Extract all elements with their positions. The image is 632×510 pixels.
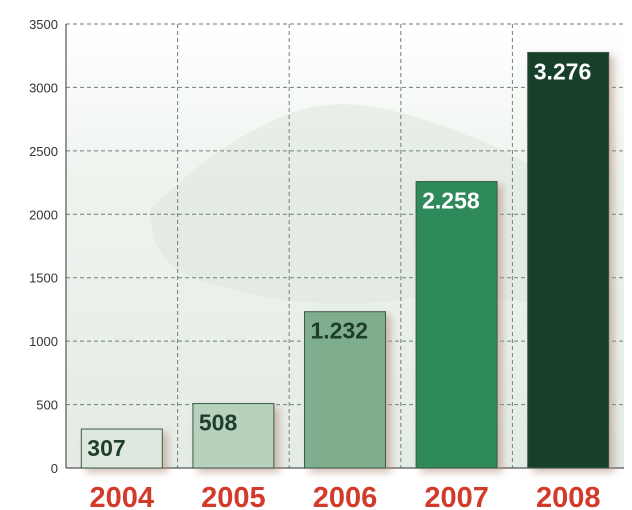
- x-tick-label-2005: 2005: [201, 482, 266, 510]
- bar-2004: [80, 428, 163, 469]
- y-tick-label: 1500: [29, 271, 58, 286]
- y-tick-label: 1000: [29, 334, 58, 349]
- data-label-2005: 508: [199, 410, 238, 436]
- y-tick-label: 3500: [29, 17, 58, 32]
- x-tick-label-2004: 2004: [90, 482, 155, 510]
- labels: 307 2004 508 2005 1.232 2006 2.258 2007 3.276 200…: [87, 58, 600, 510]
- data-label-2007: 2.258: [422, 188, 480, 214]
- bar-2006: [304, 311, 386, 469]
- bars: [80, 51, 610, 469]
- data-label-2006: 1.232: [311, 318, 369, 344]
- x-tick-label-2008: 2008: [536, 482, 601, 510]
- data-label-2004: 307: [87, 435, 125, 461]
- bar-2007: [415, 181, 498, 469]
- bar-2005: [192, 403, 275, 469]
- y-tick-label: 2500: [29, 144, 58, 159]
- x-tick-label-2007: 2007: [424, 482, 489, 510]
- bar-2008: [527, 51, 610, 469]
- x-tick-label-2006: 2006: [313, 482, 378, 510]
- y-tick-label: 3000: [29, 80, 58, 95]
- y-tick-label: 0: [51, 461, 58, 476]
- y-tick-label: 2000: [29, 207, 58, 222]
- y-tick-label: 500: [36, 398, 58, 413]
- data-label-2008: 3.276: [534, 58, 592, 84]
